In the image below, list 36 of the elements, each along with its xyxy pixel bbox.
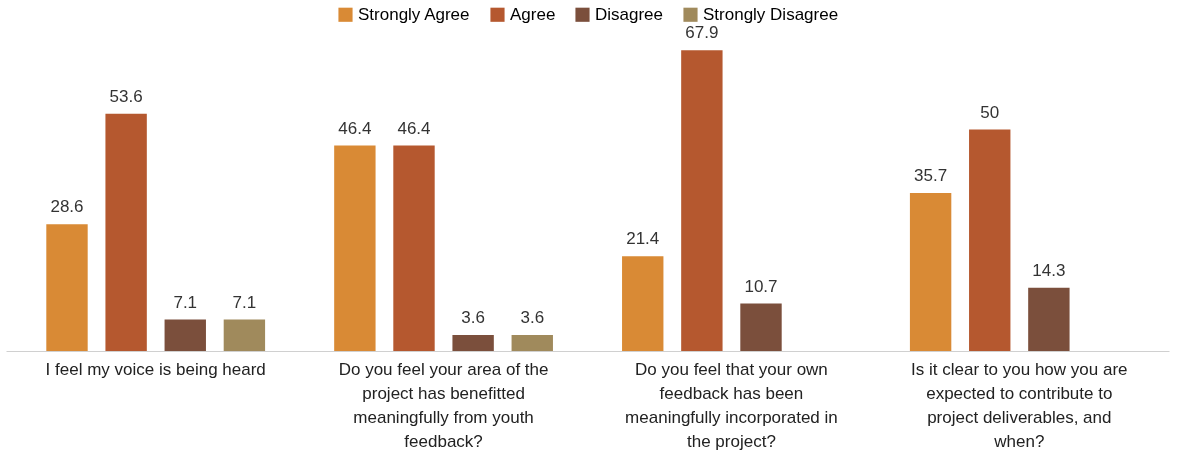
bar (622, 256, 664, 351)
bar (511, 335, 553, 351)
data-label: 14.3 (1032, 260, 1066, 280)
data-label: 7.1 (173, 292, 198, 312)
data-label: 7.1 (232, 292, 257, 312)
bar (164, 319, 206, 351)
data-label: 35.7 (914, 165, 948, 185)
legend-label: Strongly Agree (358, 4, 470, 24)
x-tick-label: Do you feel that your own feedback has been meaningfully incorporated in the project? (625, 359, 838, 451)
legend-label: Agree (510, 4, 556, 24)
bar (105, 113, 147, 351)
bar (969, 129, 1011, 351)
bar (46, 224, 88, 351)
bar (223, 319, 266, 351)
x-tick-label: Do you feel your area of the project has benefitted meaningfully from youth feedback? (338, 359, 549, 451)
bar (740, 303, 782, 351)
bar (909, 192, 952, 351)
data-label: 3.6 (520, 308, 545, 328)
bar (334, 145, 376, 351)
data-label: 10.7 (744, 276, 778, 296)
legend-label: Strongly Disagree (703, 4, 839, 24)
bar (393, 145, 435, 351)
x-tick-label: Is it clear to you how you are expected to contribute to project deliverables, and when? (911, 359, 1128, 451)
bar (681, 50, 723, 351)
data-label: 3.6 (461, 308, 485, 328)
data-label: 46.4 (397, 118, 431, 138)
data-label: 46.4 (338, 118, 372, 138)
data-label: 67.9 (685, 23, 719, 43)
data-label: 21.4 (626, 229, 660, 249)
bar (452, 335, 494, 351)
data-label: 50 (980, 102, 1000, 122)
legend-label: Disagree (595, 4, 664, 24)
bar (1028, 287, 1070, 351)
data-label: 28.6 (50, 197, 84, 217)
data-label: 53.6 (109, 86, 143, 106)
x-tick-label: I feel my voice is being heard (45, 359, 266, 379)
